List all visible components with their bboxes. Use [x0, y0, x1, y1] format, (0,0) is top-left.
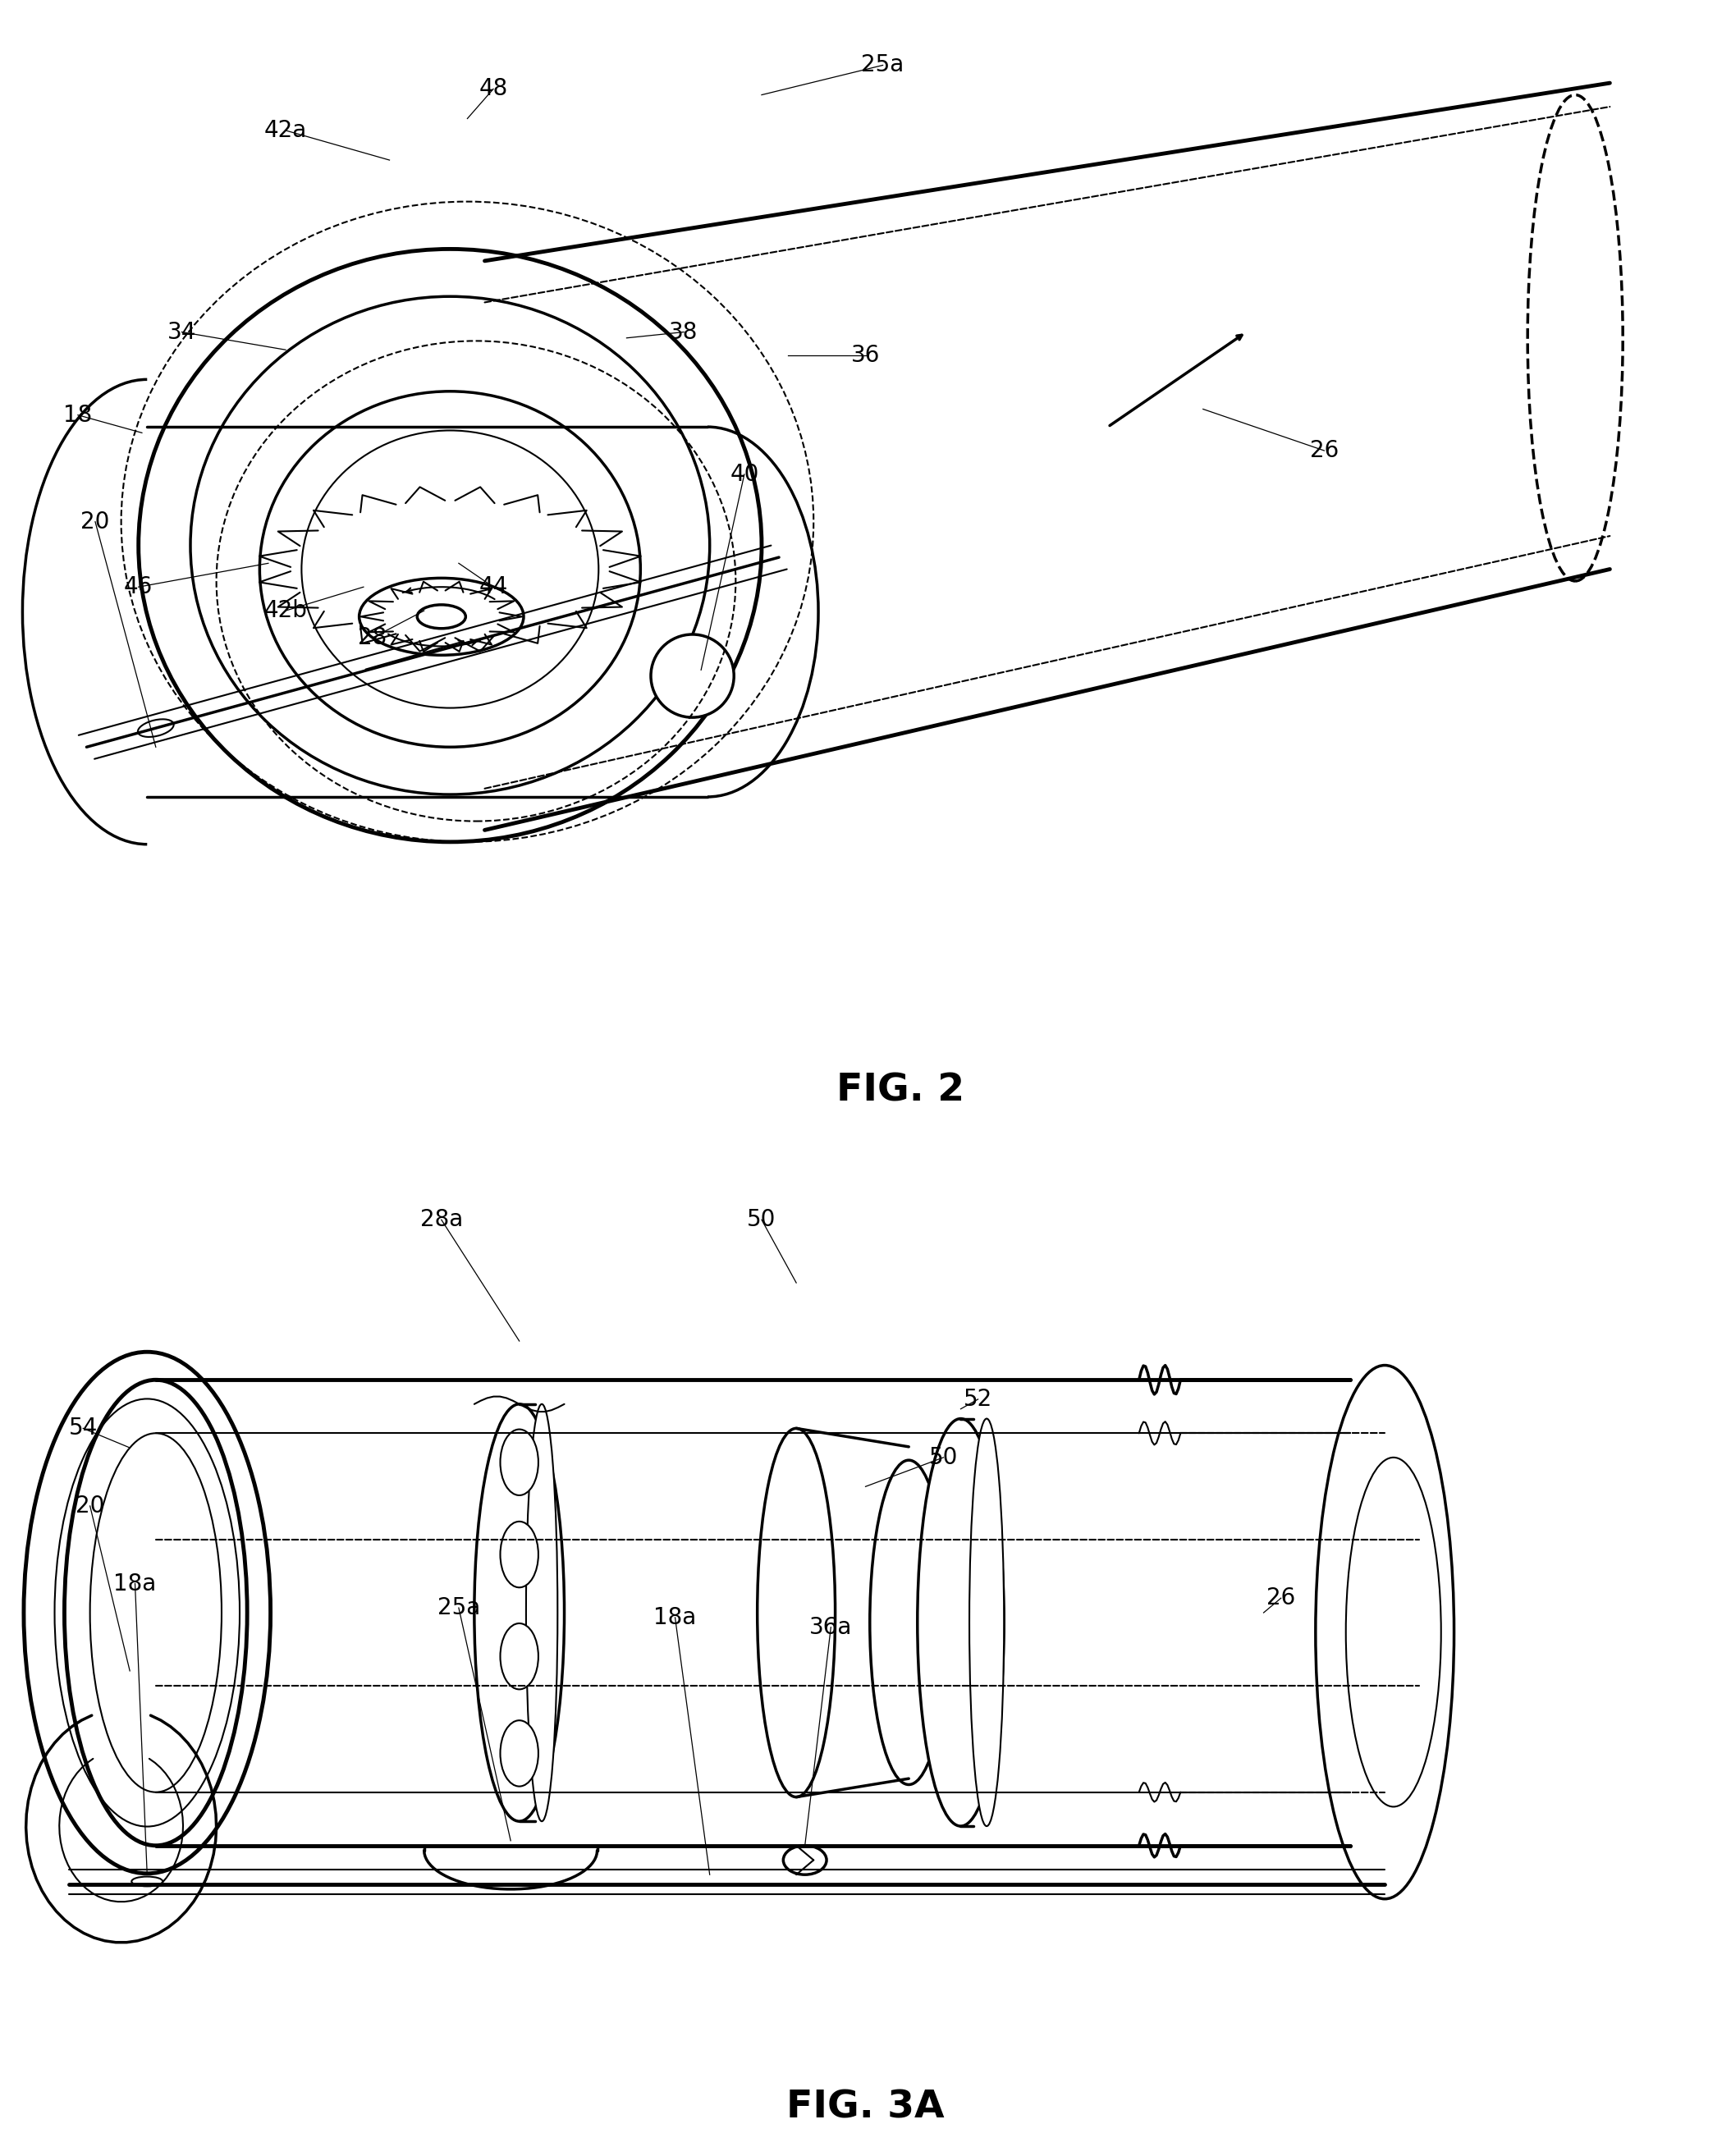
- Text: 50: 50: [930, 1447, 957, 1468]
- Ellipse shape: [474, 1404, 564, 1822]
- Text: 28a: 28a: [421, 1207, 462, 1231]
- Ellipse shape: [90, 1434, 222, 1792]
- Text: 38: 38: [670, 321, 698, 343]
- Ellipse shape: [871, 1460, 949, 1785]
- Text: 44: 44: [479, 576, 507, 599]
- Ellipse shape: [360, 578, 523, 655]
- Ellipse shape: [758, 1427, 834, 1796]
- Text: 36a: 36a: [810, 1615, 852, 1639]
- Text: 42a: 42a: [265, 119, 306, 142]
- Ellipse shape: [500, 1429, 538, 1496]
- Text: 20: 20: [76, 1494, 104, 1518]
- Ellipse shape: [917, 1419, 1004, 1826]
- Ellipse shape: [500, 1720, 538, 1787]
- Ellipse shape: [500, 1623, 538, 1690]
- Text: 46: 46: [125, 576, 152, 599]
- Text: 18a: 18a: [114, 1572, 156, 1595]
- Text: 54: 54: [69, 1416, 97, 1440]
- Text: 52: 52: [964, 1388, 992, 1410]
- Text: 50: 50: [748, 1207, 775, 1231]
- Ellipse shape: [1316, 1365, 1454, 1899]
- Ellipse shape: [500, 1522, 538, 1587]
- Text: 28: 28: [358, 627, 386, 649]
- Ellipse shape: [64, 1380, 248, 1846]
- Ellipse shape: [417, 604, 466, 627]
- Text: 48: 48: [479, 78, 507, 101]
- Ellipse shape: [526, 1404, 557, 1822]
- Text: 25a: 25a: [438, 1595, 479, 1619]
- Ellipse shape: [138, 720, 173, 737]
- Ellipse shape: [138, 248, 762, 841]
- Ellipse shape: [301, 431, 599, 707]
- Text: 36: 36: [852, 345, 879, 367]
- Text: 40: 40: [730, 464, 758, 485]
- Ellipse shape: [190, 295, 710, 796]
- Ellipse shape: [784, 1846, 827, 1874]
- Text: 26: 26: [1267, 1587, 1295, 1611]
- Text: 20: 20: [81, 511, 109, 533]
- Text: 34: 34: [168, 321, 196, 343]
- Ellipse shape: [651, 634, 734, 718]
- Text: 18: 18: [64, 403, 92, 427]
- Ellipse shape: [969, 1419, 1004, 1826]
- Ellipse shape: [1347, 1457, 1440, 1807]
- Text: 25a: 25a: [862, 54, 904, 78]
- Text: 42b: 42b: [263, 599, 308, 623]
- Text: 18a: 18a: [654, 1606, 696, 1630]
- Ellipse shape: [260, 390, 640, 746]
- Text: FIG. 3A: FIG. 3A: [786, 2089, 945, 2126]
- Text: FIG. 2: FIG. 2: [836, 1072, 964, 1110]
- Ellipse shape: [132, 1876, 163, 1886]
- Text: 26: 26: [1310, 440, 1338, 461]
